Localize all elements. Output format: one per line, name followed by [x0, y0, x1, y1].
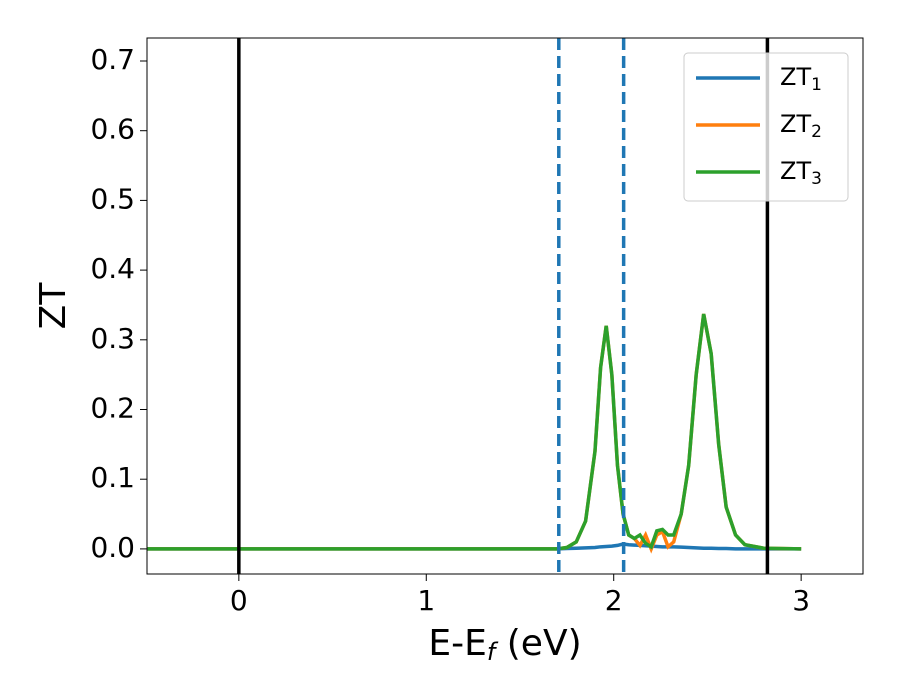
legend-label: ZT1	[780, 63, 822, 95]
data-line	[147, 313, 802, 551]
legend-label: ZT3	[780, 157, 822, 189]
x-tick-label: 0	[230, 584, 248, 617]
plot-frame	[146, 37, 864, 575]
legend-sub: 2	[811, 122, 822, 142]
data-line	[147, 313, 802, 554]
legend-box	[683, 52, 849, 202]
legend-label: ZT2	[780, 110, 822, 142]
legend-name: ZT	[780, 157, 811, 185]
legend-sub: 1	[811, 75, 822, 95]
y-tick-label: 0.1	[90, 461, 135, 494]
legend-name: ZT	[780, 110, 811, 138]
y-tick-label: 0.2	[90, 392, 135, 425]
y-tick-label: 0.7	[90, 43, 135, 76]
y-tick-label: 0.3	[90, 322, 135, 355]
x-axis-label-main: E-E	[428, 623, 486, 664]
x-axis-label: E-Ef (eV)	[428, 623, 581, 666]
x-axis-label-suffix: (eV)	[495, 623, 581, 664]
x-tick-label: 3	[792, 584, 810, 617]
x-tick-label: 2	[605, 584, 623, 617]
y-tick-label: 0.4	[90, 252, 135, 285]
legend-name: ZT	[780, 63, 811, 91]
legend-sub: 3	[811, 169, 822, 189]
y-tick-label: 0.0	[90, 531, 135, 564]
y-tick-label: 0.6	[90, 113, 135, 146]
y-axis-label: ZT	[33, 282, 74, 330]
x-tick-label: 1	[417, 584, 435, 617]
y-tick-label: 0.5	[90, 182, 135, 215]
